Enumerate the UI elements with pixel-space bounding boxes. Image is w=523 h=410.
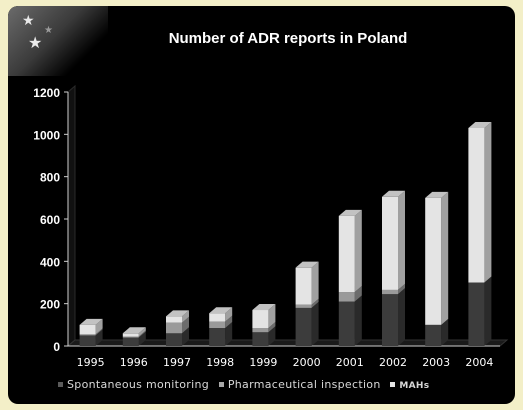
bar-segment [79,334,96,336]
bar-side [398,288,405,346]
bar-side [95,329,103,346]
bar-segment [122,336,139,338]
star-icon: ★ [28,33,43,52]
bar-side [398,283,405,295]
bar-side [182,327,189,346]
x-tick-label: 2001 [336,356,364,369]
bar-top [295,261,319,268]
bar-top [382,190,405,197]
bar-side [225,315,233,329]
y-tick-label: 0 [53,340,60,354]
x-tick-label: 2000 [293,356,321,369]
bar-top [122,327,146,334]
bar-segment [252,310,269,329]
legend-item-pharmaceutical: Pharmaceutical inspection [218,378,381,391]
bar-top [425,191,449,198]
bar-side [311,301,319,346]
x-tick-label: 2002 [379,356,407,369]
chart-title: Number of ADR reports in Poland [168,30,408,47]
x-tick-label: 1996 [120,356,148,369]
x-tick-label: 2003 [422,356,450,369]
bar-side [354,209,362,293]
bar-side [398,190,405,290]
bar-side [311,261,319,305]
bar-side [268,326,276,346]
chart-legend: Spontaneous monitoring Pharmaceutical in… [58,378,435,391]
bar-side [225,322,233,346]
star-icon: ★ [22,13,35,29]
bar-side [354,286,362,302]
bar-segment [295,304,312,308]
bar-side [268,322,276,333]
bar-side [138,331,146,346]
axis-wall [67,84,76,348]
bar-segment [166,333,182,346]
x-tick-label: 1995 [77,356,105,369]
bar-segment [338,292,355,302]
legend-item-spontaneous: Spontaneous monitoring [58,378,209,391]
bar-side [138,327,146,337]
bar-segment [382,294,398,346]
bar-segment [79,324,96,335]
bar-top [468,121,492,128]
bar-side [311,298,319,308]
bar-segment [252,328,269,333]
bar-segment [382,196,398,290]
bar-segment [209,328,226,346]
y-tick-label: 400 [40,255,60,269]
bar-side [268,304,276,329]
y-tick-label: 200 [40,298,60,312]
bar-side [441,191,449,325]
bar-segment [79,335,96,346]
bar-top [252,304,276,311]
bar-segment [166,322,182,334]
bar-top [338,209,362,216]
bar-segment [122,333,139,337]
bar-side [138,330,146,338]
bar-segment [382,289,398,295]
bar-segment [338,215,355,293]
bar-segment [166,316,182,323]
bar-side [182,310,189,323]
x-tick-label: 1997 [163,356,191,369]
bar-top [166,310,189,317]
y-tick-label: 800 [40,171,60,185]
bar-segment [468,127,485,283]
bar-segment [468,282,485,346]
y-tick-label: 1000 [33,128,60,142]
bar-side [95,318,103,335]
x-tick-label: 1998 [206,356,234,369]
bar-side [484,121,492,283]
bar-top [209,307,233,314]
bar-segment [295,267,312,305]
x-tick-label: 2004 [465,356,493,369]
legend-item-mahs: MAHs [390,378,429,391]
bar-segment [295,307,312,346]
bar-side [484,276,492,346]
bar-side [182,316,189,334]
bar-segment [122,337,139,346]
x-tick-label: 1999 [249,356,277,369]
bar-side [441,318,449,346]
bar-segment [338,301,355,346]
bar-side [95,328,103,336]
bar-segment [425,324,442,346]
y-tick-label: 600 [40,213,60,227]
star-icon: ★ [44,25,53,36]
bar-side [354,295,362,346]
bar-segment [209,321,226,329]
bar-segment [252,332,269,346]
bar-segment [425,197,442,325]
bar-top [79,318,103,325]
flag-decoration: ★ ★ ★ [8,6,108,76]
bar-segment [209,313,226,322]
y-tick-label: 1200 [33,86,60,100]
bar-side [225,307,233,322]
